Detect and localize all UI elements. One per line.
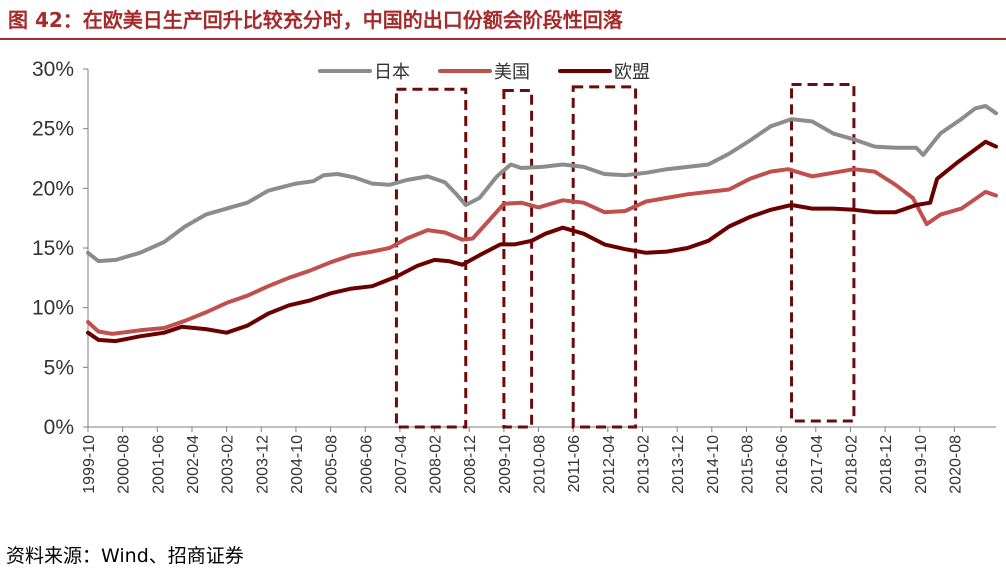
x-tick-label: 2000-08 bbox=[116, 435, 133, 494]
x-tick-label: 1999-10 bbox=[81, 435, 98, 494]
x-tick-label: 2019-10 bbox=[913, 435, 930, 494]
x-tick-label: 2013-12 bbox=[670, 435, 687, 494]
x-tick-label: 2018-02 bbox=[843, 435, 860, 494]
x-tick-label: 2010-08 bbox=[532, 435, 549, 494]
x-tick-label: 2014-10 bbox=[705, 435, 722, 494]
x-tick-label: 2018-12 bbox=[878, 435, 895, 494]
x-tick-label: 2005-08 bbox=[324, 435, 341, 494]
x-tick-label: 2015-08 bbox=[739, 435, 756, 494]
x-tick-label: 2006-06 bbox=[358, 435, 375, 494]
x-tick-label: 2003-02 bbox=[220, 435, 237, 494]
highlight-box bbox=[502, 88, 534, 429]
series-line-usa bbox=[86, 167, 998, 336]
x-tick-label: 2008-12 bbox=[462, 435, 479, 494]
y-tick-label: 0% bbox=[44, 416, 74, 439]
x-tick-label: 2002-04 bbox=[185, 435, 202, 494]
x-tick-label: 2003-12 bbox=[254, 435, 271, 494]
series-line-europe bbox=[86, 139, 998, 344]
x-tick-label: 2007-04 bbox=[393, 435, 410, 494]
y-tick-label: 25% bbox=[32, 118, 74, 141]
x-tick-label: 2011-06 bbox=[566, 435, 583, 493]
x-tick-label: 2012-04 bbox=[601, 435, 618, 494]
y-tick-label: 20% bbox=[32, 177, 74, 200]
x-axis: 1999-10 2000-08 2001-06 2002-04 2003-02 2003-… bbox=[81, 426, 996, 494]
x-tick-label: 2016-06 bbox=[774, 435, 791, 494]
source-note: 资料来源：Wind、招商证券 bbox=[6, 545, 244, 567]
y-tick-label: 30% bbox=[32, 58, 74, 81]
x-tick-label: 2017-04 bbox=[809, 435, 826, 494]
x-tick-label: 2009-10 bbox=[497, 435, 514, 494]
legend-label: 日本 bbox=[374, 62, 410, 83]
highlight-boxes bbox=[394, 83, 856, 429]
y-tick-label: 10% bbox=[32, 297, 74, 320]
x-tick-label: 2004-10 bbox=[289, 435, 306, 494]
y-axis: 0% 5% 10% 15% 20% 25% 30% bbox=[32, 58, 89, 439]
y-tick-label: 15% bbox=[32, 237, 74, 260]
highlight-box bbox=[790, 83, 856, 423]
figure-title: 图 42：在欧美日生产回升比较充分时，中国的出口份额会阶段性回落 bbox=[8, 8, 623, 32]
series-line-japan bbox=[86, 104, 998, 264]
legend-label: 美国 bbox=[494, 62, 530, 83]
series-lines bbox=[86, 104, 998, 344]
legend-label: 欧盟 bbox=[614, 62, 650, 83]
x-tick-label: 2013-02 bbox=[636, 435, 653, 494]
highlight-box bbox=[571, 85, 638, 429]
line-chart: 0% 5% 10% 15% 20% 25% 30% 1999-10 2000-08 2001-0… bbox=[32, 58, 998, 494]
title-divider bbox=[0, 38, 1006, 40]
x-tick-label: 2001-06 bbox=[150, 435, 167, 494]
legend: 日本 美国 欧盟 bbox=[318, 62, 650, 83]
x-tick-label: 2020-08 bbox=[947, 435, 964, 494]
x-tick-label: 2008-02 bbox=[428, 435, 445, 494]
highlight-box bbox=[394, 87, 468, 429]
y-tick-label: 5% bbox=[44, 356, 74, 379]
